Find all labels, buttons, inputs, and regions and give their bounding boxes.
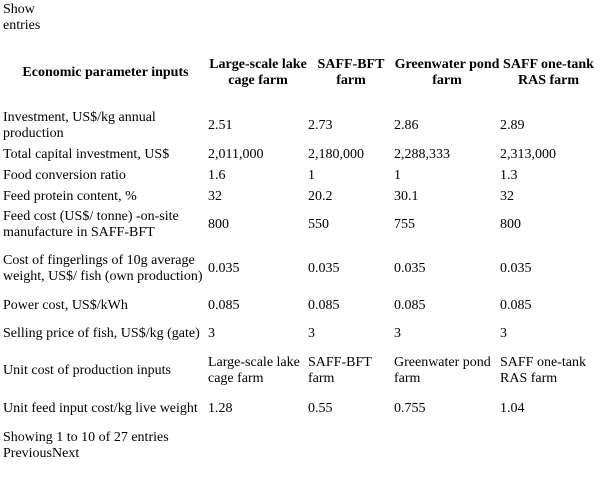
row-label: Food conversion ratio [3, 167, 126, 183]
column-header-saff-bft[interactable]: SAFF-BFT farm [317, 57, 385, 88]
cell-value: 0.085 [394, 297, 426, 313]
cell-value: 2.51 [208, 118, 233, 133]
cell-value: SAFF-BFT farm [308, 355, 372, 386]
row-label: Cost of fingerlings of 10g average weigh… [3, 253, 203, 284]
economic-parameters-table: Economic parameter inputs Large-scale la… [3, 38, 597, 428]
cell-value: 550 [308, 217, 329, 232]
cell-value: 32 [208, 188, 222, 204]
cell-value: 20.2 [308, 188, 333, 204]
cell-value: 0.035 [308, 261, 340, 276]
cell-value: 2.89 [500, 118, 525, 133]
cell-value: 2,288,333 [394, 146, 450, 162]
row-label: Unit cost of production inputs [3, 363, 171, 378]
cell-value: 1.6 [208, 167, 226, 183]
table-row: Feed cost (US$/ tonne) -on-site manufact… [3, 207, 597, 243]
cell-value: 0.085 [308, 297, 340, 313]
row-label: Feed protein content, % [3, 188, 137, 204]
cell-value: 0.035 [500, 261, 532, 276]
cell-value: 2,011,000 [208, 146, 264, 162]
cell-value: 2,313,000 [500, 146, 556, 162]
cell-value: 755 [394, 217, 415, 232]
row-label: Selling price of fish, US$/kg (gate) [3, 326, 200, 341]
previous-page-link[interactable]: Previous [3, 446, 52, 461]
row-label: Investment, US$/kg annual production [3, 110, 156, 141]
cell-value: Greenwater pond farm [394, 355, 491, 386]
pagination: PreviousNext [3, 446, 597, 462]
cell-value: 3 [208, 326, 215, 341]
column-header-lake-cage[interactable]: Large-scale lake cage farm [209, 57, 307, 88]
table-row: Cost of fingerlings of 10g average weigh… [3, 243, 597, 295]
table-row: Total capital investment, US$ 2,011,000 … [3, 144, 597, 165]
cell-value: 0.755 [394, 401, 426, 416]
cell-value: 3 [394, 326, 401, 341]
cell-value: 0.035 [208, 261, 240, 276]
row-label: Power cost, US$/kWh [3, 297, 128, 313]
cell-value: 1.28 [208, 401, 233, 416]
cell-value: 30.1 [394, 188, 419, 204]
cell-value: 1 [394, 167, 401, 183]
cell-value: 3 [308, 326, 315, 341]
column-header-greenwater[interactable]: Greenwater pond farm [394, 57, 500, 88]
cell-value: 2.73 [308, 118, 333, 133]
cell-value: 800 [500, 217, 521, 232]
column-header-parameter[interactable]: Economic parameter inputs [22, 65, 189, 80]
row-label: Total capital investment, US$ [3, 146, 170, 162]
table-header-row: Economic parameter inputs Large-scale la… [3, 38, 597, 108]
show-entries-label: Show entries [3, 2, 41, 33]
table-row: Food conversion ratio 1.6 1 1 1.3 [3, 165, 597, 186]
cell-value: 3 [500, 326, 507, 341]
cell-value: Large-scale lake cage farm [208, 355, 300, 386]
cell-value: 0.085 [208, 297, 240, 313]
row-label: Unit feed input cost/kg live weight [3, 401, 198, 416]
page: Show entries Economic parameter inputs L… [3, 0, 597, 462]
cell-value: 1.3 [500, 167, 518, 183]
table-row: Unit cost of production inputs Large-sca… [3, 352, 597, 390]
table-row: Feed protein content, % 32 20.2 30.1 32 [3, 186, 597, 207]
table-row: Power cost, US$/kWh 0.085 0.085 0.085 0.… [3, 295, 597, 316]
cell-value: 2,180,000 [308, 146, 364, 162]
cell-value: 1 [308, 167, 315, 183]
next-page-link[interactable]: Next [52, 446, 80, 461]
cell-value: 32 [500, 188, 514, 204]
cell-value: 1.04 [500, 401, 525, 416]
table-row: Unit feed input cost/kg live weight 1.28… [3, 390, 597, 428]
cell-value: 0.085 [500, 297, 532, 313]
table-row: Investment, US$/kg annual production 2.5… [3, 108, 597, 144]
cell-value: 0.035 [394, 261, 426, 276]
cell-value: 2.86 [394, 118, 419, 133]
entries-info: Showing 1 to 10 of 27 entries [3, 430, 169, 445]
row-label: Feed cost (US$/ tonne) -on-site manufact… [3, 209, 179, 240]
cell-value: 0.55 [308, 401, 333, 416]
column-header-ras[interactable]: SAFF one-tank RAS farm [503, 57, 594, 88]
table-row: Selling price of fish, US$/kg (gate) 3 3… [3, 316, 597, 352]
cell-value: 800 [208, 217, 229, 232]
cell-value: SAFF one-tank RAS farm [500, 355, 586, 386]
